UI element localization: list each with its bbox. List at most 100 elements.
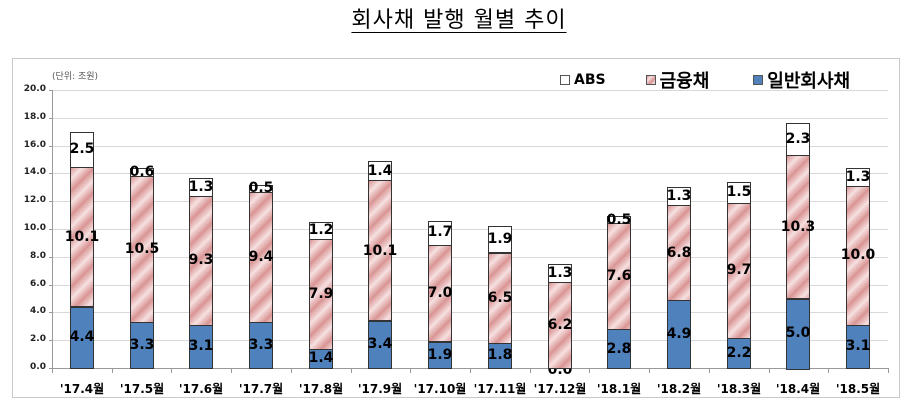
bar-segment-abs — [130, 168, 154, 177]
data-label: 2.5 — [69, 141, 95, 157]
bar-segment-general — [249, 322, 273, 369]
data-label: 10.1 — [64, 229, 100, 245]
data-label: 7.0 — [427, 285, 453, 301]
data-label: 9.4 — [248, 249, 274, 265]
data-label: 3.1 — [845, 338, 871, 354]
x-tick-mark — [769, 368, 770, 373]
bar-segment-abs — [667, 187, 691, 206]
data-label: 1.8 — [487, 347, 513, 363]
data-label: 3.1 — [188, 338, 214, 354]
gridline — [52, 312, 888, 313]
bar-segment-abs — [488, 226, 512, 253]
bar-segment-general — [786, 299, 810, 370]
bar-segment-abs — [428, 221, 452, 246]
data-label: 1.3 — [188, 179, 214, 195]
bar-segment-financial — [846, 186, 870, 326]
gridline — [52, 118, 888, 119]
bar-segment-financial — [130, 176, 154, 323]
data-label: 6.2 — [547, 317, 573, 333]
bar-segment-abs — [249, 185, 273, 193]
data-label: 2.8 — [606, 341, 632, 357]
gridline — [52, 340, 888, 341]
data-label: 4.4 — [69, 329, 95, 345]
data-label: 1.4 — [367, 163, 393, 179]
bar-segment-abs — [786, 123, 810, 156]
data-label: 6.5 — [487, 290, 513, 306]
y-tick-label: 6.0 — [30, 279, 46, 289]
data-label: 1.9 — [427, 347, 453, 363]
data-label: 1.3 — [547, 265, 573, 281]
data-label: 0.5 — [248, 180, 274, 196]
y-tick-label: 14.0 — [23, 167, 46, 177]
x-tick-mark — [291, 368, 292, 373]
y-tick-mark — [49, 285, 53, 286]
bar-segment-financial — [189, 196, 213, 326]
y-tick-mark — [49, 201, 53, 202]
x-tick-label: '17.5월 — [119, 382, 165, 396]
bar-segment-general — [488, 343, 512, 369]
data-label: 3.3 — [248, 337, 274, 353]
y-tick-label: 0.0 — [30, 362, 46, 372]
bar-segment-general — [70, 307, 94, 369]
bar-segment-financial — [70, 166, 94, 307]
data-label: 1.2 — [308, 222, 334, 238]
gridline — [52, 229, 888, 230]
x-tick-mark — [470, 368, 471, 373]
y-tick-label: 16.0 — [23, 140, 46, 150]
x-tick-mark — [888, 368, 889, 373]
data-label: 6.8 — [666, 245, 692, 261]
x-tick-label: '17.8월 — [298, 382, 344, 396]
y-tick-mark — [49, 257, 53, 258]
data-label: 10.3 — [780, 219, 816, 235]
data-label: 1.7 — [427, 224, 453, 240]
x-tick-mark — [649, 368, 650, 373]
x-tick-mark — [709, 368, 710, 373]
legend-swatch-abs-icon — [560, 75, 570, 85]
x-tick-label: '18.1월 — [596, 382, 642, 396]
legend-item-general: 일반회사채 — [753, 67, 850, 93]
bar-segment-financial — [249, 191, 273, 323]
y-tick-mark — [49, 146, 53, 147]
x-tick-mark — [530, 368, 531, 373]
bar-segment-financial — [667, 205, 691, 301]
y-tick-mark — [49, 312, 53, 313]
bar-segment-abs — [368, 161, 392, 181]
legend-item-financial: 금융채 — [645, 67, 710, 93]
y-axis — [52, 90, 53, 369]
chart-title: 회사채 발행 월별 추이 — [0, 2, 918, 34]
data-label: 1.3 — [845, 169, 871, 185]
bar-segment-financial — [727, 203, 751, 339]
data-label: 7.6 — [606, 268, 632, 284]
x-tick-mark — [112, 368, 113, 373]
bar-segment-general — [130, 322, 154, 369]
y-tick-mark — [49, 340, 53, 341]
bar-segment-financial — [428, 244, 452, 342]
y-tick-label: 10.0 — [23, 223, 46, 233]
data-label: 9.7 — [726, 262, 752, 278]
data-label: 1.4 — [308, 350, 334, 366]
x-tick-label: '18.2월 — [656, 382, 702, 396]
data-label: 10.5 — [124, 241, 160, 257]
data-label: 1.9 — [487, 231, 513, 247]
y-tick-label: 8.0 — [30, 251, 46, 261]
data-label: 3.3 — [129, 337, 155, 353]
data-label: 1.3 — [666, 188, 692, 204]
y-tick-label: 12.0 — [23, 195, 46, 205]
legend-label-financial: 금융채 — [659, 71, 710, 92]
gridline — [52, 90, 888, 91]
data-label: 0.5 — [606, 212, 632, 228]
legend-swatch-financial-icon — [645, 75, 656, 85]
data-label: 9.3 — [188, 252, 214, 268]
x-tick-mark — [171, 368, 172, 373]
data-label: 10.0 — [840, 247, 876, 263]
x-tick-label: '17.9월 — [357, 382, 403, 396]
data-label: 2.3 — [785, 131, 811, 147]
bar-segment-abs — [607, 216, 631, 224]
bar-segment-abs — [846, 168, 870, 187]
y-tick-mark — [49, 229, 53, 230]
y-tick-label: 4.0 — [30, 306, 46, 316]
bar-segment-abs — [548, 264, 572, 283]
gridline — [52, 201, 888, 202]
x-tick-mark — [410, 368, 411, 373]
